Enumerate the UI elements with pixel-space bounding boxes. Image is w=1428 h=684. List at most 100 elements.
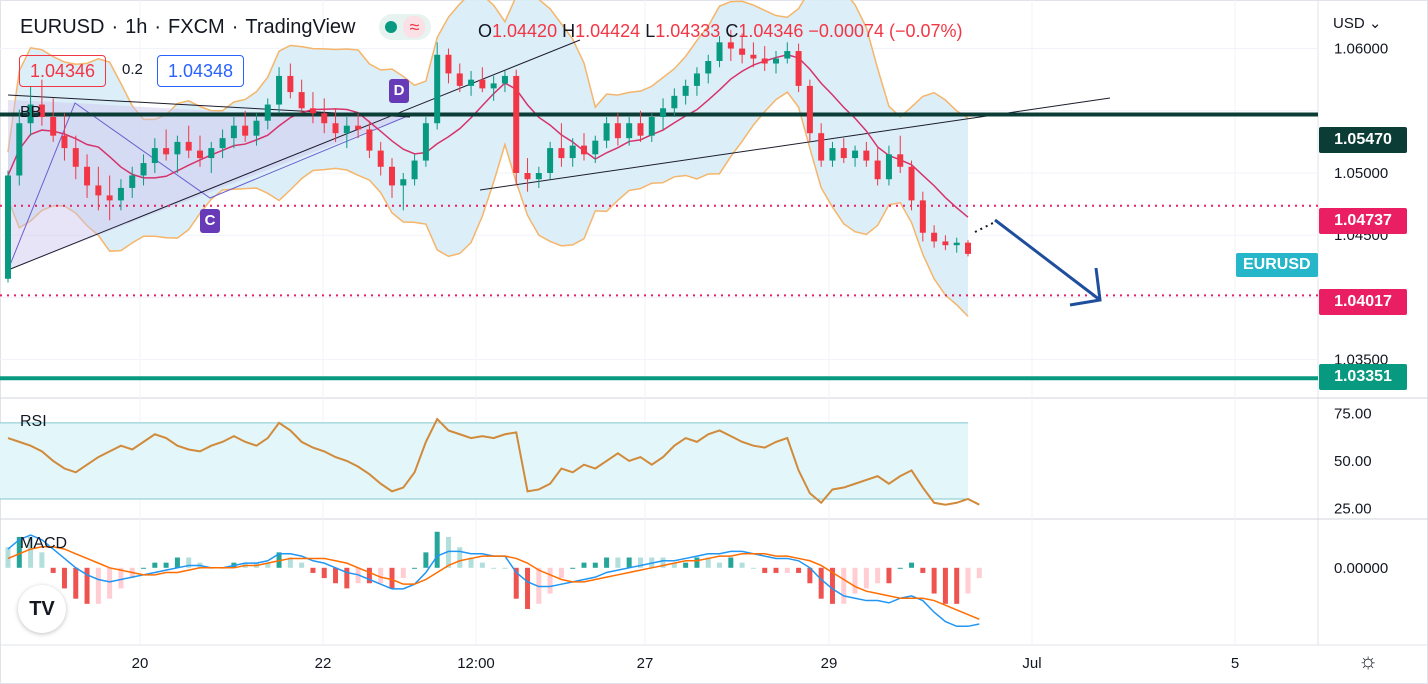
candle-body: [16, 123, 23, 176]
macd-histogram-bar: [852, 567, 858, 594]
candle-body: [761, 58, 768, 64]
candle: [795, 43, 802, 93]
rsi-line: [7, 417, 980, 506]
time-tick-label: 22: [315, 655, 332, 672]
candle-body: [513, 75, 520, 173]
candle: [524, 158, 531, 192]
candle-body: [660, 108, 667, 117]
buy-quote-button[interactable]: 1.04348: [157, 55, 245, 87]
candle: [456, 63, 463, 93]
projection-arrow-head: [1069, 267, 1102, 307]
candle: [298, 79, 305, 114]
currency-selector[interactable]: USD ⌄: [1333, 15, 1382, 32]
macd-histogram-bar: [412, 567, 418, 569]
candle: [264, 98, 271, 130]
candle: [806, 79, 813, 142]
candle: [818, 123, 825, 167]
candle: [761, 46, 768, 71]
bb-indicator-label[interactable]: BB: [20, 104, 42, 121]
candle-body: [727, 42, 734, 49]
macd-histogram-bar: [863, 567, 869, 589]
candle-body: [750, 54, 757, 59]
settings-gear-icon[interactable]: ☼: [1358, 648, 1379, 673]
bollinger-lower-line: [7, 91, 969, 317]
candle-body: [456, 73, 463, 86]
candle-body: [501, 75, 508, 84]
macd-histogram-bar: [931, 567, 937, 594]
macd-histogram-bar: [604, 557, 610, 568]
macd-histogram-bar: [434, 531, 440, 568]
macd-histogram-bar: [886, 567, 892, 584]
macd-histogram-bar: [818, 567, 824, 599]
candle: [163, 129, 170, 161]
candle-body: [38, 104, 45, 117]
candle-body: [309, 108, 316, 114]
candle: [773, 51, 779, 74]
symbol-name[interactable]: EURUSD: [20, 15, 105, 38]
market-status-pill[interactable]: ≈: [379, 14, 432, 40]
price-tag-resistance: 1.05470: [1319, 127, 1407, 153]
macd-histogram-bar: [558, 567, 564, 579]
candle-body: [637, 123, 644, 136]
spread-value: 0.2: [122, 61, 143, 78]
candle: [885, 145, 892, 186]
candle: [106, 175, 113, 221]
candle: [931, 225, 938, 248]
rsi-tick-label: 25.00: [1334, 500, 1372, 517]
macd-histogram-bar: [39, 552, 45, 568]
macd-histogram-bar: [897, 567, 903, 569]
macd-histogram-bar: [784, 567, 790, 573]
high-value: 1.04424: [575, 21, 641, 41]
tradingview-logo[interactable]: TV: [18, 585, 66, 633]
interval[interactable]: 1h: [125, 15, 148, 38]
macd-indicator-label[interactable]: MACD: [20, 535, 68, 552]
candle: [829, 141, 836, 167]
macd-histogram-bar: [186, 557, 192, 568]
candle-body: [648, 117, 655, 136]
candle: [739, 33, 746, 64]
candle-body: [840, 148, 847, 159]
candle: [242, 110, 249, 142]
candle: [321, 98, 328, 134]
macd-histogram-bar: [581, 562, 587, 568]
macd-signal-line: [7, 545, 980, 620]
candle-body: [72, 148, 79, 167]
candle: [897, 135, 904, 173]
rsi-indicator-label[interactable]: RSI: [20, 413, 47, 430]
platform: TradingView: [245, 15, 356, 38]
candle: [27, 85, 34, 136]
macd-histogram-bar: [796, 567, 802, 573]
wave-label-c: C: [200, 209, 220, 233]
candle: [919, 191, 926, 242]
macd-tick-label: 0.00000: [1334, 560, 1388, 577]
candle-body: [490, 83, 497, 89]
candle-body: [298, 92, 305, 109]
candle-body: [276, 75, 283, 105]
candle: [693, 67, 700, 96]
candle: [479, 67, 486, 93]
candle: [682, 79, 689, 105]
macd-histogram-bar: [954, 567, 960, 604]
macd-histogram-bar: [389, 567, 395, 589]
candle: [908, 160, 915, 211]
macd-histogram-bar: [739, 562, 745, 568]
candle: [705, 54, 712, 84]
abcd-pattern-line: [7, 102, 411, 271]
candle: [648, 113, 655, 142]
macd-histogram-bar: [141, 567, 147, 569]
candle: [253, 113, 260, 146]
macd-histogram-bar: [61, 567, 67, 589]
projection-arrow-line: [994, 218, 1101, 302]
candle-body: [50, 117, 57, 136]
macd-histogram-bar: [773, 567, 779, 573]
time-tick-label: 29: [821, 655, 838, 672]
candle: [197, 135, 203, 167]
candle: [16, 109, 23, 186]
sell-quote-button[interactable]: 1.04346: [19, 55, 107, 87]
macd-histogram-bar: [637, 557, 643, 568]
candle-body: [795, 51, 802, 86]
candle-body: [716, 42, 723, 61]
chart-header: EURUSD · 1h · FXCM · TradingView ≈: [20, 14, 432, 40]
bollinger-band-fill: [8, 0, 968, 317]
